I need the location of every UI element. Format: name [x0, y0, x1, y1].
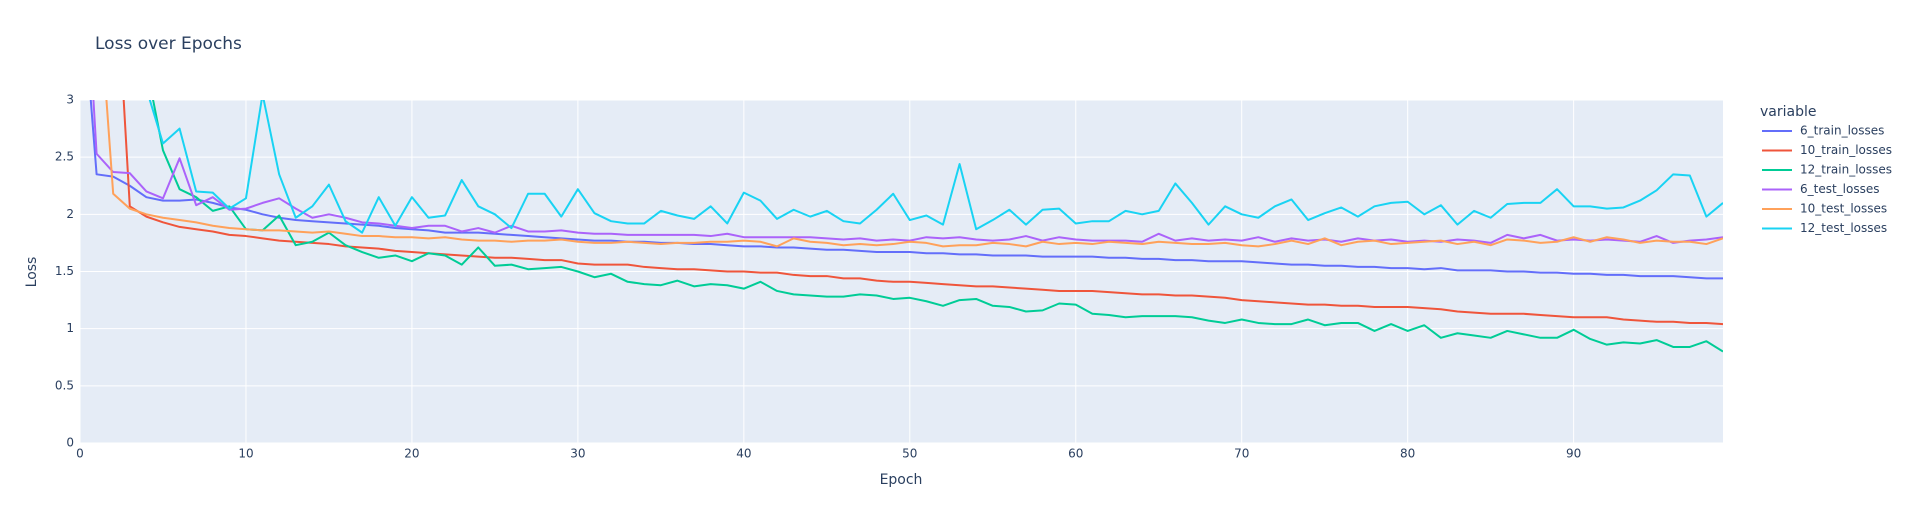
chart-title: Loss over Epochs [95, 34, 242, 54]
y-tick-label: 3 [66, 93, 74, 107]
x-tick-label: 0 [76, 447, 84, 461]
y-tick-label: 2.5 [55, 150, 74, 164]
series-line [148, 100, 1723, 234]
lines [89, 100, 1723, 353]
y-tick-label: 1 [66, 321, 74, 335]
y-tick-label: 2 [66, 207, 74, 221]
legend-label: 10_test_losses [1800, 202, 1887, 216]
x-tick-label: 40 [736, 447, 751, 461]
y-axis-title: Loss [24, 257, 40, 288]
x-tick-label: 90 [1566, 447, 1581, 461]
legend-label: 12_test_losses [1800, 221, 1887, 235]
x-tick-label: 10 [238, 447, 253, 461]
y-tick-label: 0 [66, 436, 74, 450]
x-tick-label: 30 [570, 447, 585, 461]
legend-label: 10_train_losses [1800, 143, 1892, 157]
series-line [152, 100, 1723, 353]
legend-title: variable [1760, 104, 1816, 120]
series-line [92, 100, 1723, 244]
x-tick-label: 60 [1068, 447, 1083, 461]
y-tick-label: 1.5 [55, 264, 74, 278]
legend-label: 6_train_losses [1800, 124, 1884, 138]
series-line [105, 100, 1723, 248]
series-line [122, 100, 1723, 326]
x-tick-label: 70 [1234, 447, 1249, 461]
grid: 00.511.522.530 10 20 30 40 50 60 70 80 90 [55, 93, 1723, 461]
legend-label: 12_train_losses [1800, 163, 1892, 177]
series-line [89, 100, 1723, 280]
legend: 6_train_losses 10_train_losses 12_train_lo… [1762, 124, 1892, 235]
x-tick-label: 20 [404, 447, 419, 461]
x-tick-label: 50 [902, 447, 917, 461]
x-tick-label: 80 [1400, 447, 1415, 461]
y-tick-label: 0.5 [55, 378, 74, 392]
legend-label: 6_test_losses [1800, 182, 1880, 196]
x-axis-title: Epoch [880, 472, 923, 488]
